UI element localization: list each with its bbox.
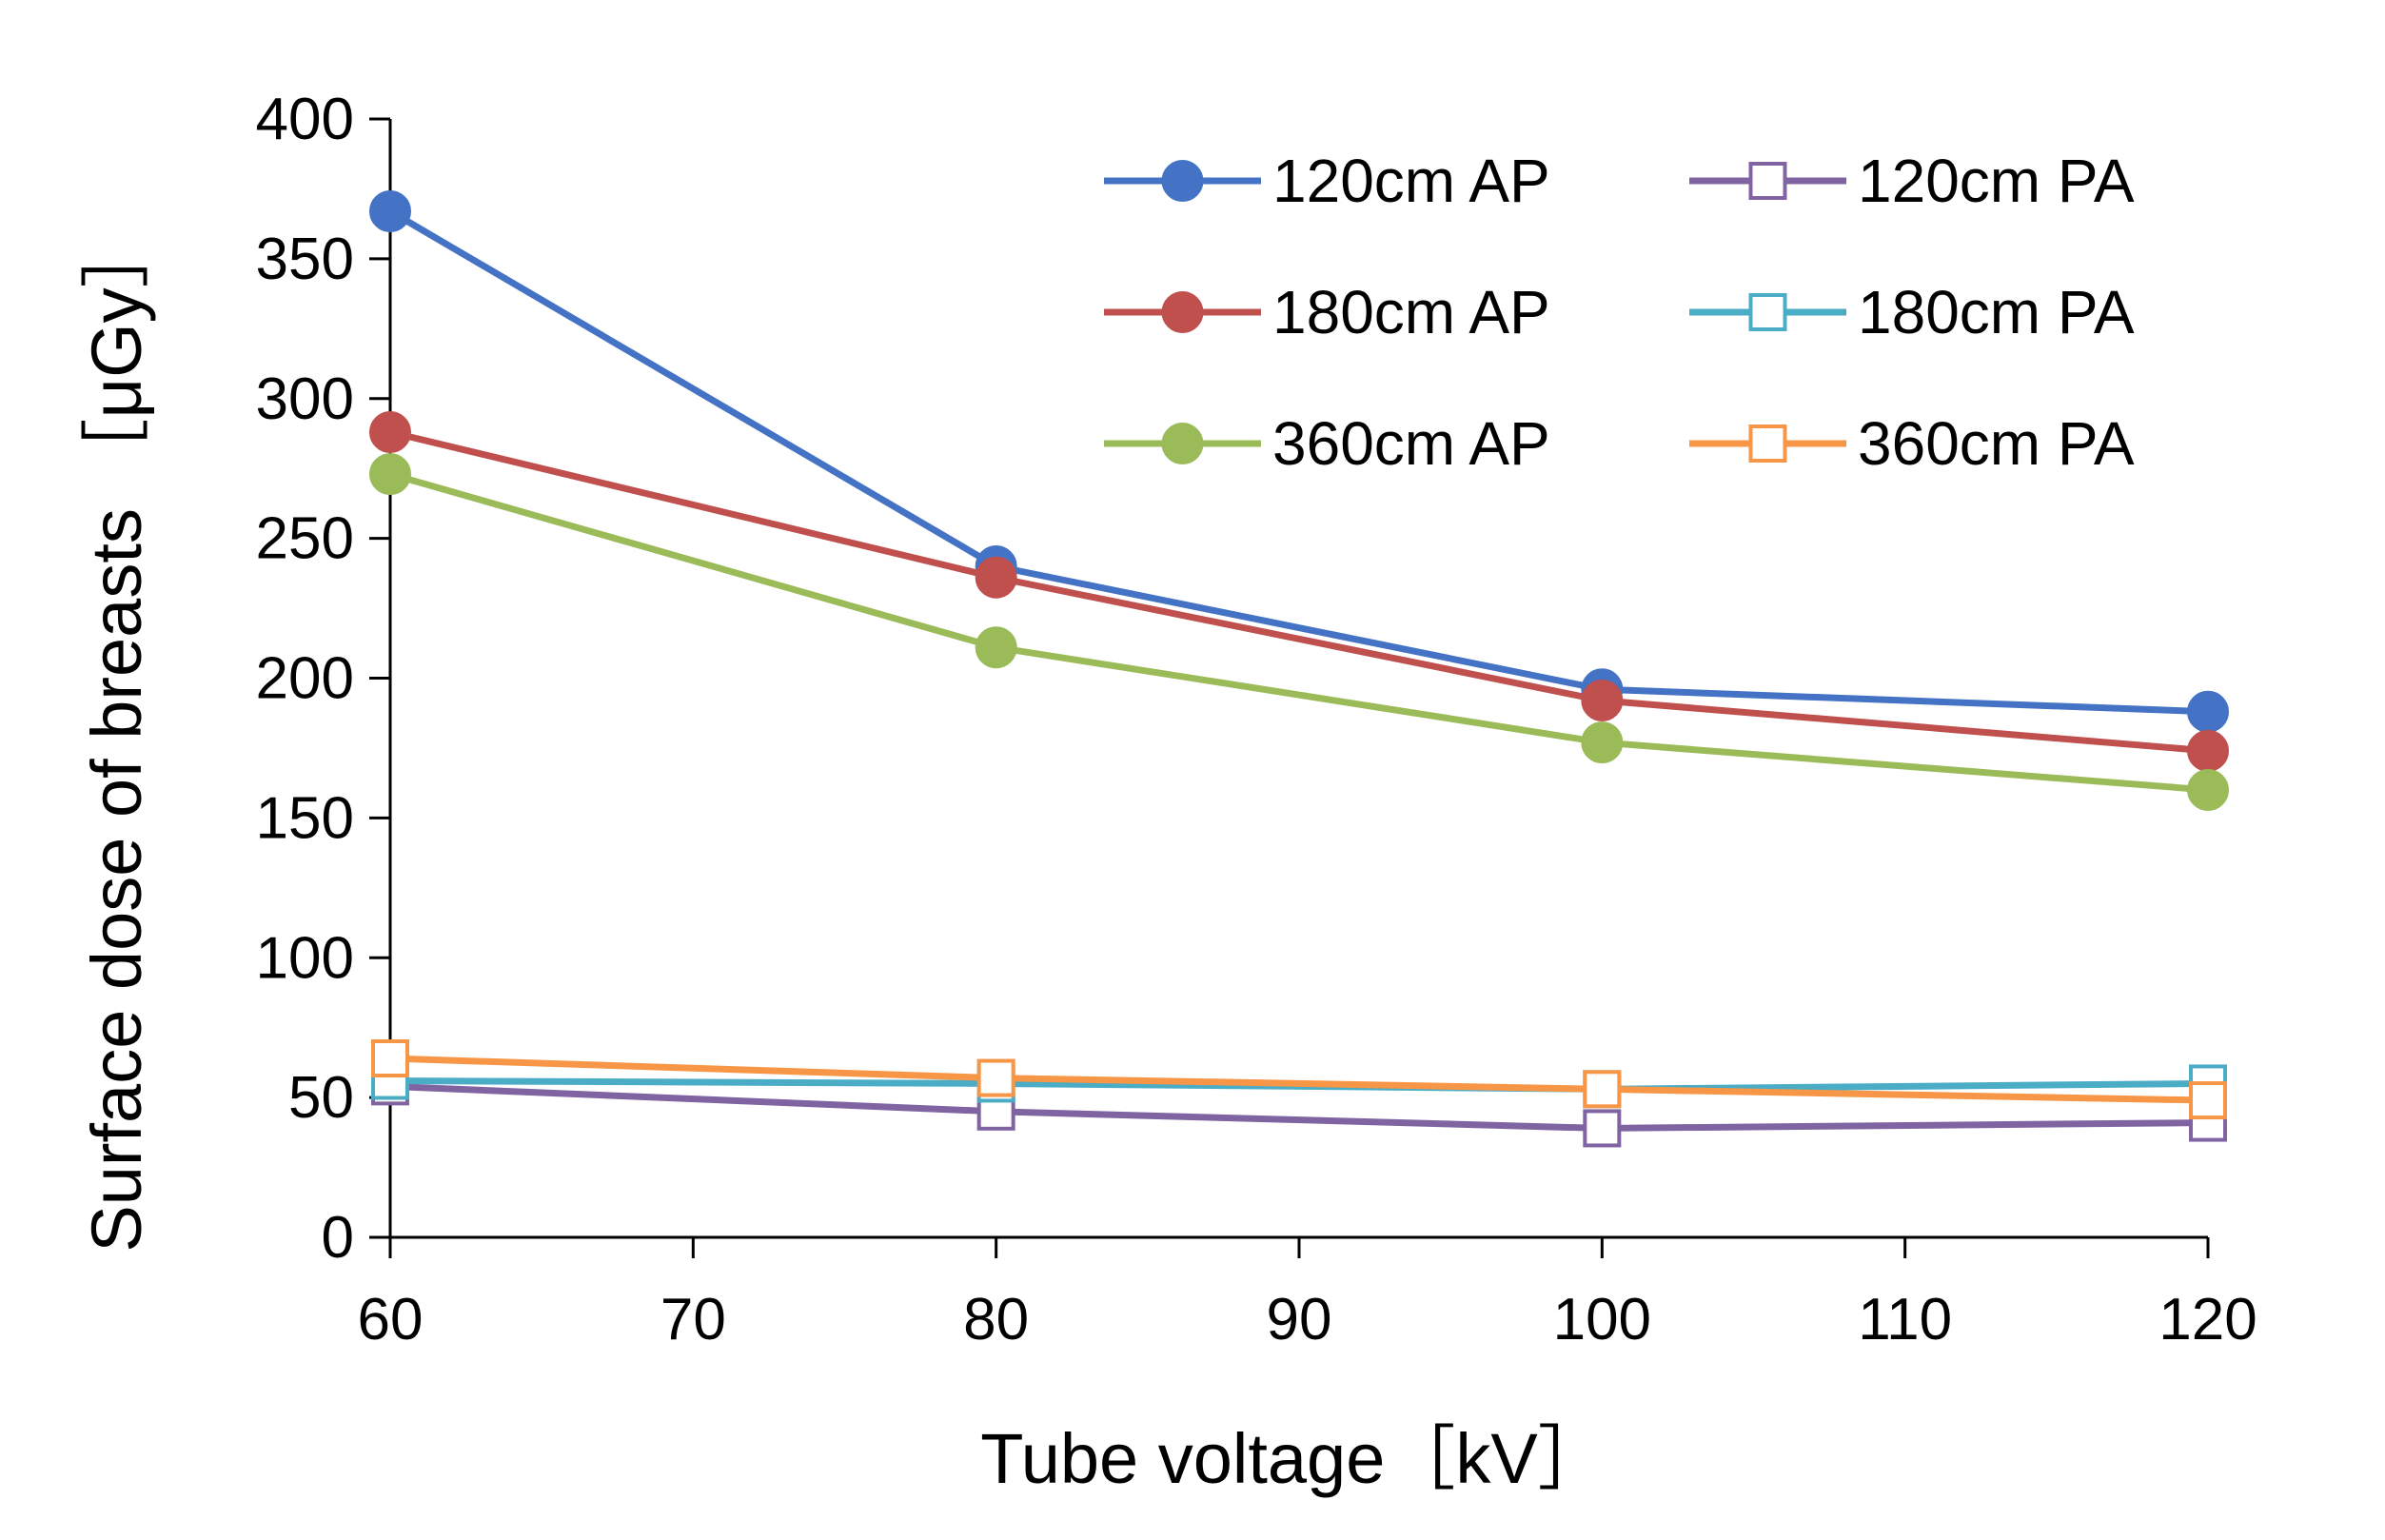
legend-label: 180cm AP xyxy=(1272,278,1550,346)
legend-item-180cm-ap: 180cm AP xyxy=(1104,278,1550,346)
y-tick-label: 150 xyxy=(256,785,354,851)
x-tick-label: 120 xyxy=(2158,1287,2257,1352)
data-point-180cm-ap xyxy=(369,411,411,453)
series-line-360cm-pa xyxy=(389,1055,2209,1104)
legend-label: 120cm PA xyxy=(1858,147,2135,215)
data-point-180cm-ap xyxy=(975,556,1017,599)
series-line-180cm-ap xyxy=(389,428,2209,755)
legend-item-120cm-ap: 120cm AP xyxy=(1104,147,1550,215)
data-point-120cm-ap xyxy=(2187,690,2229,733)
y-ticks: 0 50 100 150 200 250 300 350 400 xyxy=(256,87,390,1271)
legend-item-180cm-pa: 180cm PA xyxy=(1689,278,2135,346)
legend: 120cm AP 180cm AP 360cm AP 120cm PA 180cm PA… xyxy=(1104,147,2135,478)
series-360cm-ap xyxy=(369,453,2229,811)
data-point-180cm-ap xyxy=(1581,680,1624,721)
legend-label: 360cm PA xyxy=(1858,409,2135,478)
legend-swatch-marker xyxy=(1748,424,1787,463)
data-point-360cm-ap xyxy=(1581,721,1624,764)
x-tick-label: 110 xyxy=(1858,1287,1952,1352)
x-axis-title: Tube voltage［kV］ xyxy=(980,1419,1607,1498)
series-180cm-ap xyxy=(369,411,2229,772)
y-tick-label: 100 xyxy=(256,925,354,991)
x-tick-label: 70 xyxy=(660,1287,726,1352)
data-point-360cm-ap xyxy=(975,626,1017,669)
y-tick-label: 0 xyxy=(322,1205,354,1271)
legend-swatch-marker xyxy=(1161,423,1204,464)
data-point-360cm-pa xyxy=(1583,1070,1622,1109)
x-tick-label: 80 xyxy=(963,1287,1029,1352)
data-point-360cm-pa xyxy=(371,1039,409,1077)
x-tick-label: 90 xyxy=(1267,1287,1332,1352)
series-line-120cm-ap xyxy=(388,207,2209,716)
series-layer xyxy=(369,189,2229,1148)
y-tick-label: 50 xyxy=(288,1065,354,1131)
legend-item-360cm-pa: 360cm PA xyxy=(1689,409,2135,478)
legend-item-120cm-pa: 120cm PA xyxy=(1689,147,2135,215)
legend-swatch-marker xyxy=(1748,162,1787,200)
data-point-360cm-ap xyxy=(2187,769,2229,811)
data-point-360cm-pa xyxy=(2189,1081,2227,1120)
y-tick-label: 300 xyxy=(256,366,354,432)
x-tick-label: 60 xyxy=(358,1287,424,1352)
data-point-360cm-ap xyxy=(369,453,411,496)
series-line-120cm-pa xyxy=(389,1082,2209,1132)
legend-label: 120cm AP xyxy=(1272,147,1550,215)
y-tick-label: 400 xyxy=(256,87,354,152)
legend-item-360cm-ap: 360cm AP xyxy=(1104,409,1550,478)
x-tick-label: 100 xyxy=(1553,1287,1651,1352)
data-point-120cm-ap xyxy=(369,189,411,232)
data-point-120cm-pa xyxy=(1583,1109,1622,1148)
y-tick-label: 350 xyxy=(256,227,354,292)
legend-label: 180cm PA xyxy=(1858,278,2135,346)
legend-label: 360cm AP xyxy=(1272,409,1550,478)
series-line-360cm-ap xyxy=(389,470,2209,794)
legend-swatch-marker xyxy=(1161,291,1204,333)
y-axis-title: Surface dose of breasts ［μGy］ xyxy=(77,217,156,1252)
data-point-180cm-ap xyxy=(2187,729,2229,772)
x-ticks: 60 70 80 90 100 110 120 xyxy=(358,1237,2257,1352)
legend-swatch-marker xyxy=(1748,293,1787,331)
y-tick-label: 250 xyxy=(256,506,354,572)
data-point-360cm-pa xyxy=(976,1058,1015,1097)
series-360cm-pa xyxy=(371,1039,2227,1120)
legend-swatch-marker xyxy=(1161,160,1204,202)
y-tick-label: 200 xyxy=(256,646,354,712)
